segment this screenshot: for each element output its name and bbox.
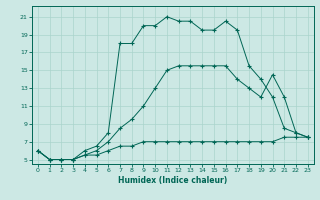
X-axis label: Humidex (Indice chaleur): Humidex (Indice chaleur) (118, 176, 228, 185)
